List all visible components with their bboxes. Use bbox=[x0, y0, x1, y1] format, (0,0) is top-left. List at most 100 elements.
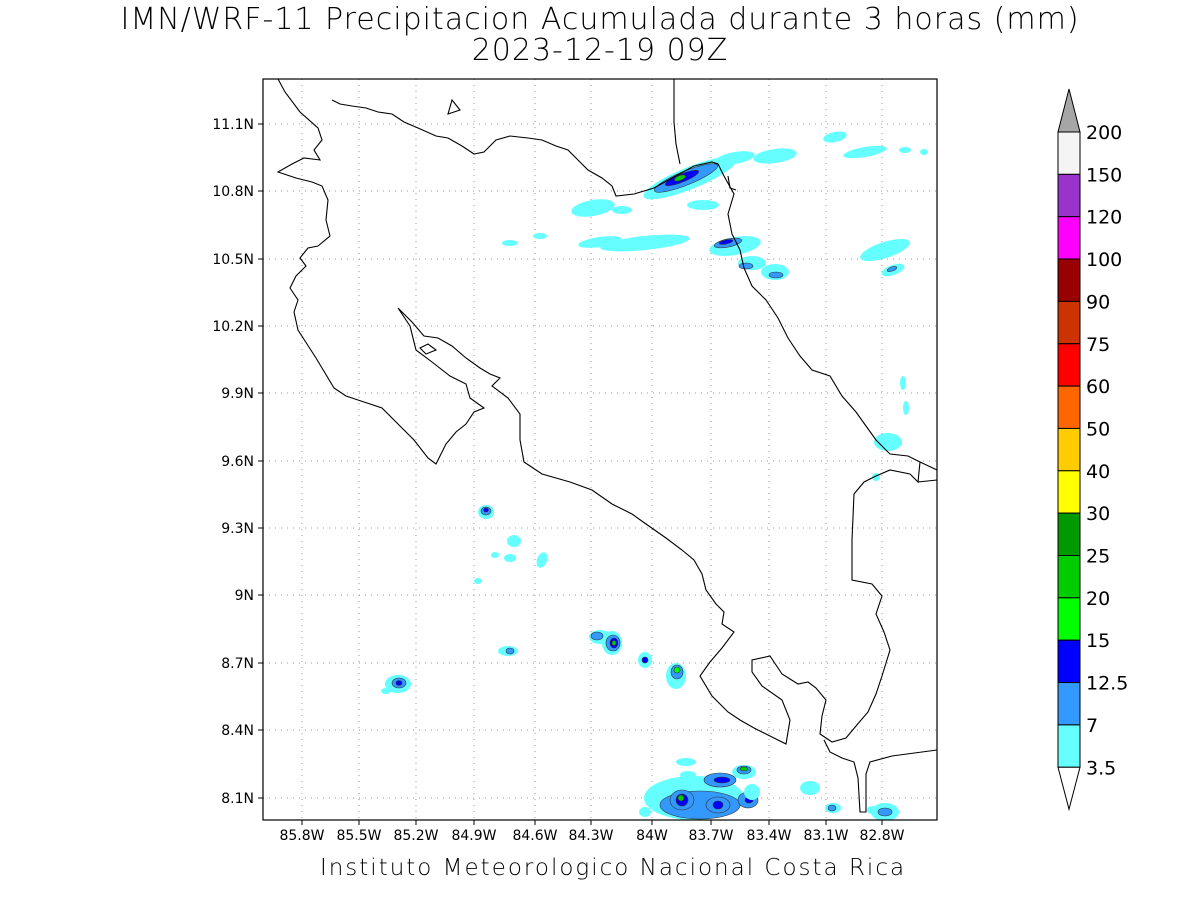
precip-cell bbox=[571, 199, 615, 217]
precip-cell bbox=[715, 151, 755, 165]
lat-label: 9.9N bbox=[221, 386, 254, 402]
legend-label: 200 bbox=[1086, 122, 1122, 144]
precip-cell bbox=[900, 376, 906, 390]
precip-cell bbox=[886, 266, 898, 272]
legend-swatch bbox=[1057, 173, 1081, 218]
legend-swatch bbox=[1057, 597, 1081, 641]
legend-label: 20 bbox=[1086, 588, 1110, 610]
lon-label: 84.6W bbox=[512, 828, 557, 844]
precip-cell bbox=[687, 200, 719, 210]
precip-cell bbox=[504, 554, 516, 562]
precip-cell bbox=[674, 174, 686, 182]
precip-cell bbox=[590, 631, 604, 641]
lon-label: 84W bbox=[636, 828, 668, 844]
legend-label: 90 bbox=[1086, 291, 1110, 313]
lat-label: 9.3N bbox=[221, 521, 254, 537]
legend-label: 60 bbox=[1086, 376, 1110, 398]
lat-label: 8.7N bbox=[221, 656, 254, 672]
precip-cell bbox=[507, 535, 521, 547]
legend-label: 75 bbox=[1086, 334, 1110, 356]
lat-label: 10.8N bbox=[212, 184, 254, 200]
legend-label: 3.5 bbox=[1086, 757, 1116, 779]
precip-cell bbox=[641, 656, 649, 664]
precip-cell bbox=[877, 807, 893, 817]
precip-cell bbox=[800, 781, 820, 795]
legend-label: 100 bbox=[1086, 249, 1122, 271]
precip-cell bbox=[639, 807, 651, 817]
precip-cell bbox=[903, 401, 909, 415]
map-frame bbox=[262, 78, 938, 821]
longitude-labels: 85.8W 85.5W 85.2W 84.9W 84.6W 84.3W 84W 83.7W 83… bbox=[279, 820, 905, 844]
lat-label: 8.1N bbox=[221, 791, 254, 807]
map-gridlines bbox=[263, 79, 937, 820]
legend-swatch bbox=[1057, 216, 1081, 260]
precip-cell bbox=[843, 145, 887, 159]
precip-cell bbox=[867, 806, 877, 814]
coastline bbox=[276, 79, 937, 813]
legend-label: 25 bbox=[1086, 546, 1110, 568]
legend-swatch-max bbox=[1057, 88, 1081, 133]
lon-label: 83.1W bbox=[803, 828, 848, 844]
precip-cell bbox=[827, 804, 837, 812]
precip-cell bbox=[753, 148, 797, 164]
precip-cell bbox=[578, 236, 622, 248]
legend-swatch bbox=[1057, 258, 1081, 302]
lon-label: 85.8W bbox=[279, 828, 324, 844]
lat-label: 11.1N bbox=[212, 117, 254, 133]
legend-swatch bbox=[1057, 512, 1081, 557]
lon-label: 85.2W bbox=[393, 828, 438, 844]
precip-cell bbox=[381, 688, 391, 694]
precip-cell bbox=[474, 578, 482, 584]
precip-cell bbox=[860, 238, 910, 262]
lon-label: 84.3W bbox=[568, 828, 613, 844]
legend-label: 50 bbox=[1086, 418, 1110, 440]
lat-label: 10.2N bbox=[212, 319, 254, 335]
legend-label: 7 bbox=[1086, 715, 1098, 737]
precip-cell bbox=[533, 233, 547, 239]
legend-swatch bbox=[1057, 131, 1081, 175]
precip-cell bbox=[739, 766, 749, 772]
precip-cell bbox=[491, 552, 499, 558]
lat-label: 10.5N bbox=[212, 252, 254, 268]
map-subtitle: 2023-12-19 09Z bbox=[471, 33, 729, 68]
legend-label: 12.5 bbox=[1086, 673, 1128, 695]
color-legend: 200 150 120 100 90 75 60 50 40 30 25 20 15 12.5 7 3.5 bbox=[1057, 88, 1128, 812]
precip-cell bbox=[680, 771, 696, 779]
precip-cell bbox=[718, 239, 734, 245]
precip-cell bbox=[738, 262, 754, 270]
precip-cell bbox=[920, 149, 928, 155]
legend-label: 150 bbox=[1086, 164, 1122, 186]
precip-cell bbox=[712, 800, 724, 810]
legend-label: 120 bbox=[1086, 207, 1122, 229]
credit-text: Instituto Meteorologico Nacional Costa R… bbox=[319, 855, 907, 881]
legend-swatch bbox=[1057, 639, 1081, 684]
precip-cell bbox=[600, 234, 690, 252]
latitude-labels: 11.1N 10.8N 10.5N 10.2N 9.9N 9.6N 9.3N 9N 8.7N 8.… bbox=[212, 117, 263, 807]
precip-cell bbox=[502, 240, 518, 246]
map-title: IMN/WRF-11 Precipitacion Acumulada duran… bbox=[120, 2, 1080, 37]
legend-label: 15 bbox=[1086, 630, 1110, 652]
precip-cell bbox=[673, 666, 681, 674]
legend-label: 30 bbox=[1086, 503, 1110, 525]
lat-label: 8.4N bbox=[221, 723, 254, 739]
legend-label: 40 bbox=[1086, 461, 1110, 483]
lon-label: 83.7W bbox=[688, 828, 733, 844]
lat-label: 9N bbox=[235, 588, 254, 604]
legend-swatch-min bbox=[1057, 766, 1081, 812]
precip-cell bbox=[395, 680, 403, 686]
precip-cell bbox=[536, 552, 548, 568]
precip-cell bbox=[676, 758, 696, 766]
precip-cell bbox=[713, 776, 731, 784]
precip-cell bbox=[483, 507, 489, 513]
precip-cell bbox=[899, 147, 911, 153]
precipitation-field bbox=[381, 131, 928, 820]
lon-label: 83.4W bbox=[746, 828, 791, 844]
legend-swatch bbox=[1057, 724, 1081, 768]
legend-swatch bbox=[1057, 385, 1081, 429]
precip-cell bbox=[744, 784, 760, 800]
lon-label: 82.8W bbox=[859, 828, 904, 844]
legend-swatch bbox=[1057, 470, 1081, 514]
precip-cell bbox=[677, 794, 685, 802]
precip-cell bbox=[505, 647, 515, 655]
